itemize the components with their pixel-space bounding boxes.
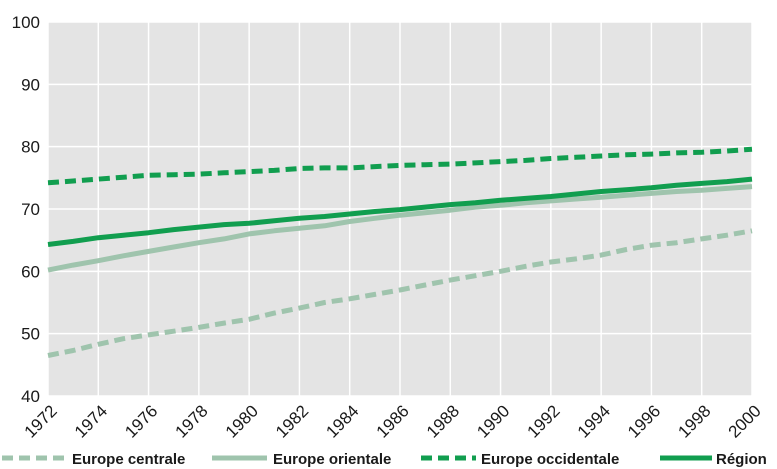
x-tick-label: 1984 [322, 401, 362, 441]
y-tick-label: 70 [21, 200, 40, 219]
x-tick-label: 2000 [725, 401, 765, 441]
series-line-europe-centrale [47, 228, 753, 358]
x-tick-label: 1988 [423, 401, 463, 441]
x-tick-label: 1986 [373, 401, 413, 441]
x-tick-label: 1980 [222, 401, 262, 441]
series-line-r-gion [47, 176, 753, 247]
x-tick-label: 1990 [473, 401, 513, 441]
legend-label-europe-centrale: Europe centrale [72, 451, 185, 468]
y-tick-label: 80 [21, 138, 40, 157]
x-tick-label: 1994 [574, 401, 614, 441]
series-line-europe-orientale [47, 184, 753, 273]
y-tick-label: 50 [21, 325, 40, 344]
x-tick-label: 1976 [121, 401, 161, 441]
grid [47, 21, 753, 397]
y-tick-label: 40 [21, 387, 40, 406]
x-axis-ticks: 1972 1974 1976 1978 1980 1982 1984 1986 1988 1990… [21, 401, 765, 441]
x-tick-label: 1998 [674, 401, 714, 441]
y-tick-label: 60 [21, 262, 40, 281]
x-tick-label: 1992 [524, 401, 564, 441]
series-lines [47, 146, 753, 358]
x-tick-label: 1972 [21, 401, 61, 441]
series-line-europe-occidentale [47, 146, 753, 186]
y-axis-ticks: 40 50 60 70 80 90 100 [12, 13, 40, 406]
x-tick-label: 1996 [624, 401, 664, 441]
legend-label-europe-orientale: Europe orientale [273, 451, 391, 468]
y-tick-label: 90 [21, 75, 40, 94]
legend-label-region: Région [716, 451, 767, 468]
y-tick-label: 100 [12, 13, 40, 32]
x-tick-label: 1982 [272, 401, 312, 441]
x-tick-label: 1978 [172, 401, 212, 441]
legend-label-europe-occidentale: Europe occidentale [481, 451, 619, 468]
x-tick-label: 1974 [71, 401, 111, 441]
legend: Europe centrale Europe orientale Europe … [2, 451, 767, 468]
